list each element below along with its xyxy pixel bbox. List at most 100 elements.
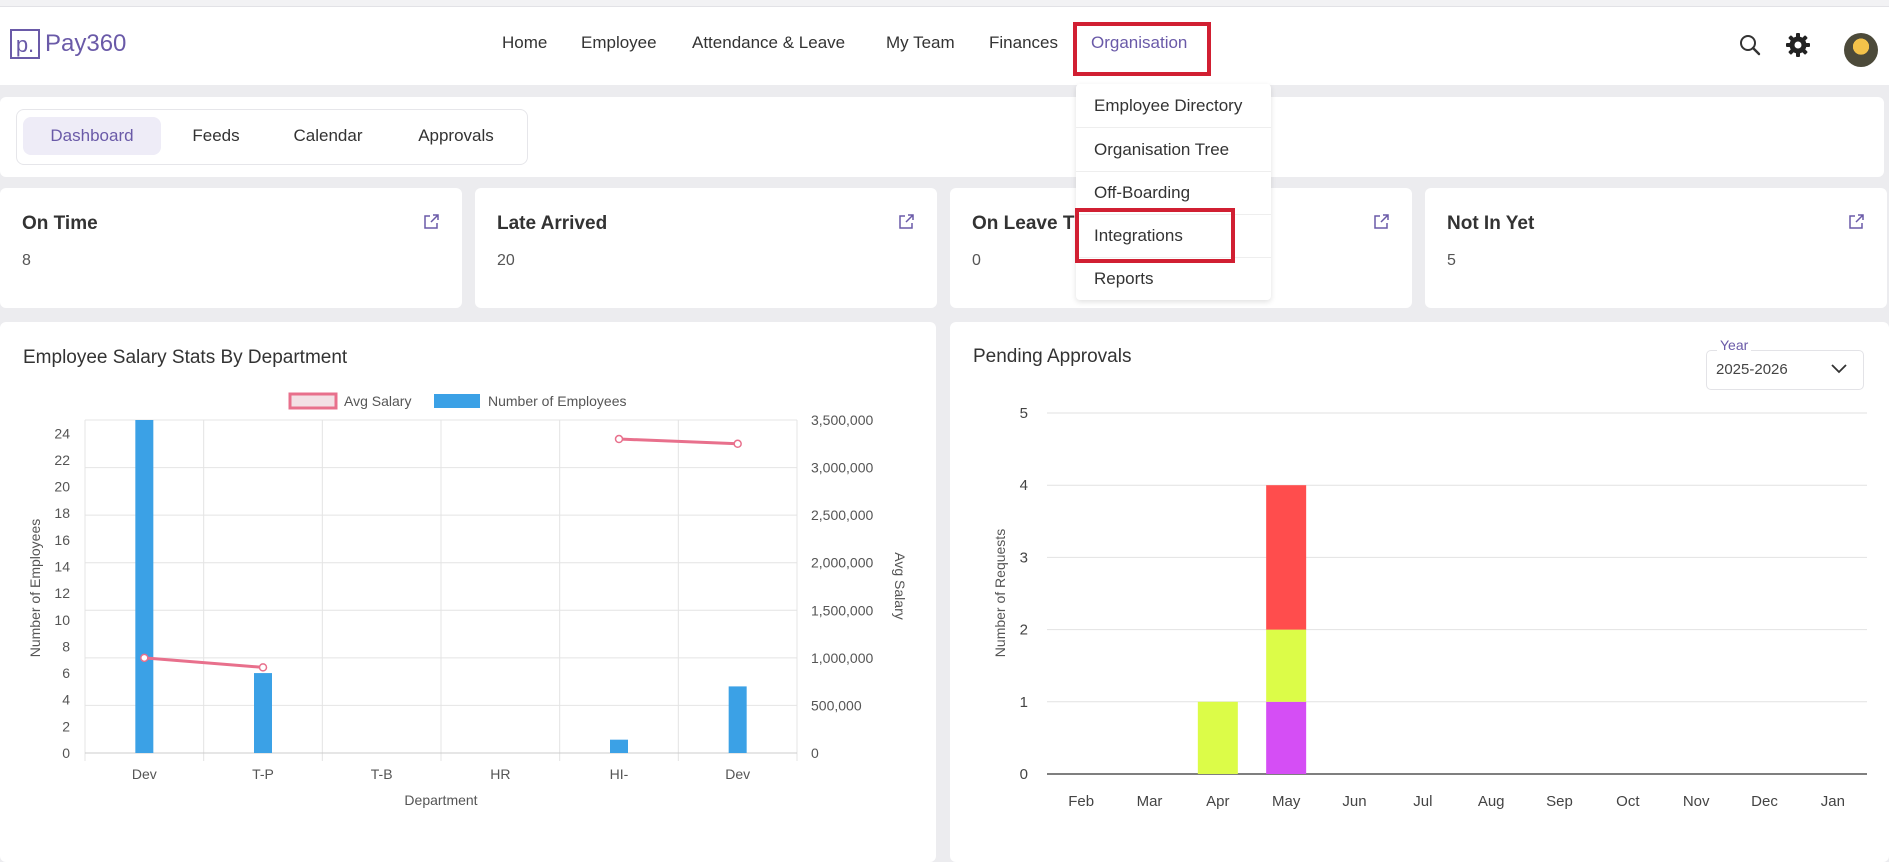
card-title: Not In Yet: [1447, 213, 1535, 234]
stat-card-not-in-yet: Not In Yet 5: [1425, 188, 1887, 308]
x-tick-label: Aug: [1478, 793, 1505, 810]
x-tick-label: Sep: [1546, 793, 1573, 810]
x-tick-label: May: [1272, 793, 1301, 810]
y2-tick-label: 3,500,000: [811, 412, 873, 428]
y-tick-label: 24: [54, 425, 70, 441]
point-avg-salary: [140, 653, 149, 663]
search-icon[interactable]: [1736, 31, 1764, 59]
highlight-integrations: [1075, 208, 1235, 263]
legend-label-employees: Number of Employees: [488, 393, 627, 409]
y-axis-title: Number of Requests: [992, 529, 1008, 657]
menu-item-off-boarding[interactable]: Off-Boarding: [1094, 183, 1191, 202]
card-value: 20: [497, 252, 515, 269]
logo[interactable]: p. Pay360: [10, 29, 126, 59]
x-tick-label: HI-: [610, 766, 629, 782]
tab-dashboard[interactable]: Dashboard: [23, 117, 161, 155]
tab-calendar[interactable]: Calendar: [293, 126, 363, 145]
card-value: 8: [22, 252, 31, 269]
menu-item-integrations[interactable]: Integrations: [1094, 226, 1183, 245]
y-tick-label: 6: [62, 665, 70, 681]
x-tick-label: Oct: [1616, 793, 1640, 810]
x-tick-label: HR: [490, 766, 510, 782]
menu-item-organisation-tree[interactable]: Organisation Tree: [1094, 140, 1230, 159]
x-tick-label: T-B: [371, 766, 393, 782]
y2-tick-label: 2,000,000: [811, 555, 873, 571]
x-tick-label: Apr: [1206, 793, 1229, 810]
card-title: Late Arrived: [497, 213, 608, 234]
salary-panel-title: Employee Salary Stats By Department: [23, 347, 348, 368]
x-axis-title: Department: [404, 792, 477, 808]
y-tick-label: 8: [62, 638, 70, 654]
y-tick-label: 3: [1020, 549, 1028, 566]
y2-tick-label: 3,000,000: [811, 460, 873, 476]
year-select-label: Year: [1717, 337, 1752, 353]
x-tick-label: Dec: [1751, 793, 1778, 810]
y-tick-label: 2: [62, 718, 70, 734]
bar-segment: [1197, 701, 1238, 774]
menu-divider: [1076, 127, 1271, 128]
stat-card-on-time: On Time 8: [0, 188, 462, 308]
y-tick-label: 4: [1020, 477, 1028, 494]
external-link-icon[interactable]: [1847, 213, 1865, 231]
avatar[interactable]: [1844, 33, 1878, 67]
x-tick-label: Jan: [1821, 793, 1845, 810]
nav-attendance-leave[interactable]: Attendance & Leave: [692, 33, 846, 52]
tab-feeds[interactable]: Feeds: [192, 126, 240, 145]
card-title: On Leave T: [972, 213, 1075, 234]
menu-divider: [1076, 214, 1271, 215]
organisation-dropdown: Employee Directory Organisation Tree Off…: [1076, 84, 1271, 300]
bar-employees: [254, 673, 272, 753]
y-tick-label: 1: [1020, 694, 1028, 711]
external-link-icon[interactable]: [422, 213, 440, 231]
y-tick-label: 22: [54, 452, 70, 468]
salary-chart: 0 500,000 1,000,000 1,500,000 2,000,000 2,500…: [27, 392, 908, 808]
legend-swatch-avg-salary: [288, 392, 338, 410]
highlight-organisation: [1073, 22, 1211, 76]
header: p. Pay360 Home Employee Attendance & Lea…: [0, 7, 1889, 85]
nav-home[interactable]: Home: [502, 33, 548, 52]
bar-employees: [610, 739, 628, 753]
card-value: 0: [972, 252, 981, 269]
bar-segment: [1266, 629, 1307, 702]
point-avg-salary: [258, 663, 268, 672]
card-title: On Time: [22, 213, 98, 234]
chevron-down-icon: [1831, 364, 1847, 374]
y-tick-label: 10: [54, 612, 70, 628]
y2-axis-title: Avg Salary: [892, 552, 908, 619]
tab-bar: Dashboard Feeds Calendar Approvals: [16, 109, 528, 165]
nav-employee[interactable]: Employee: [581, 33, 657, 52]
point-avg-salary: [733, 439, 742, 449]
point-avg-salary: [614, 434, 624, 444]
x-tick-label: T-P: [252, 766, 274, 782]
tab-approvals[interactable]: Approvals: [418, 126, 494, 145]
x-tick-label: Jul: [1413, 793, 1432, 810]
card-value: 5: [1447, 252, 1456, 269]
y2-tick-label: 1,000,000: [811, 650, 873, 666]
salary-panel: [0, 322, 936, 862]
x-tick-label: Dev: [132, 766, 157, 782]
y-tick-label: 2: [1020, 622, 1028, 639]
gear-icon[interactable]: [1784, 31, 1812, 59]
x-tick-label: Nov: [1683, 793, 1710, 810]
y-tick-label: 20: [54, 479, 70, 495]
line-avg-salary: [144, 656, 264, 669]
nav-my-team[interactable]: My Team: [886, 33, 955, 52]
menu-item-reports[interactable]: Reports: [1094, 269, 1154, 288]
menu-item-employee-directory[interactable]: Employee Directory: [1094, 96, 1243, 115]
bar-employees: [135, 420, 154, 753]
x-tick-label: Jun: [1342, 793, 1366, 810]
x-tick-label: Feb: [1068, 793, 1094, 810]
y-axis-title: Number of Employees: [27, 519, 43, 658]
x-tick-label: Dev: [725, 766, 750, 782]
year-select-value: 2025-2026: [1716, 361, 1788, 378]
year-select[interactable]: 2025-2026: [1706, 350, 1864, 390]
external-link-icon[interactable]: [897, 213, 915, 231]
menu-divider: [1076, 171, 1271, 172]
nav-finances[interactable]: Finances: [989, 33, 1058, 52]
external-link-icon[interactable]: [1372, 213, 1390, 231]
nav-organisation[interactable]: Organisation: [1091, 33, 1188, 52]
y-tick-label: 0: [62, 745, 70, 761]
legend-swatch-employees: [434, 394, 480, 408]
x-tick-label: Mar: [1137, 793, 1163, 810]
line-avg-salary: [618, 437, 738, 446]
